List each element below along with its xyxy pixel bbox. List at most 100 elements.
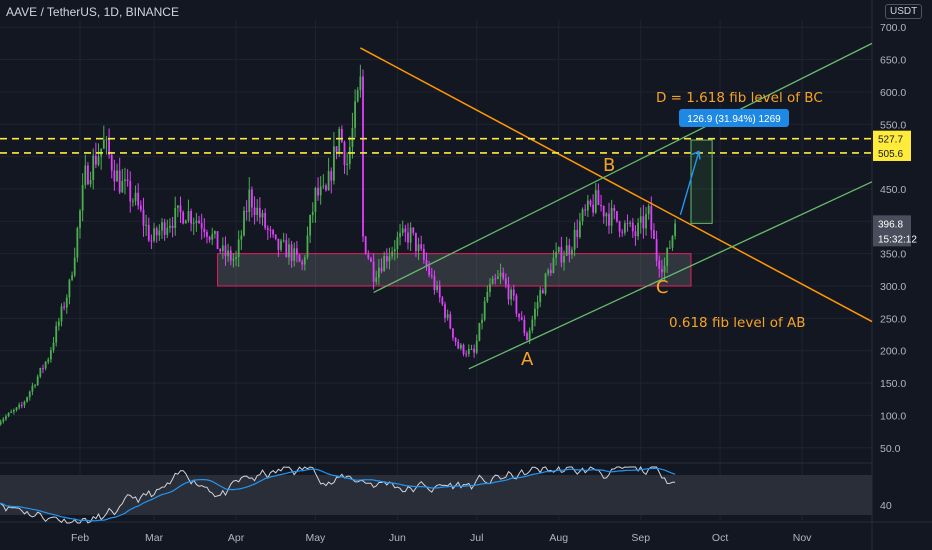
- candle-body: [272, 230, 274, 235]
- candle-body: [116, 170, 118, 182]
- candle-body: [105, 138, 108, 140]
- candle-body: [256, 207, 259, 216]
- candle-body: [481, 319, 483, 324]
- x-axis-tick-1: Mar: [145, 532, 164, 544]
- candle-body: [362, 76, 364, 237]
- candle-body: [600, 204, 602, 207]
- x-axis-tick-0: Feb: [71, 532, 89, 544]
- candle-body: [258, 207, 261, 218]
- candle-body: [10, 411, 13, 413]
- candle-body: [642, 216, 645, 229]
- y-axis-tick-10: 200.0: [880, 346, 906, 358]
- candle-body: [465, 353, 468, 355]
- candle-body: [18, 404, 21, 408]
- candle-body: [52, 342, 55, 351]
- symbol-title[interactable]: AAVE / TetherUS, 1D, BINANCE: [6, 5, 179, 19]
- candle-body: [314, 188, 317, 212]
- candle-body: [504, 278, 507, 285]
- candle-body: [483, 301, 486, 320]
- candle-body: [364, 236, 367, 254]
- candle-body: [576, 229, 579, 238]
- countdown-tag: 15:32:12: [878, 234, 917, 245]
- candle-body: [618, 221, 621, 232]
- candle-body: [594, 190, 597, 213]
- candle-body: [602, 206, 605, 217]
- candle-body: [592, 204, 595, 213]
- candle-body: [229, 250, 232, 261]
- y-axis-tick-12: 100.0: [880, 410, 906, 422]
- candle-body: [489, 284, 491, 292]
- x-axis-tick-3: May: [305, 532, 326, 544]
- candle-body: [367, 253, 370, 259]
- candle-body: [412, 227, 415, 233]
- candle-body: [264, 213, 267, 228]
- channel-lower-line: [468, 181, 873, 370]
- candle-body: [179, 205, 182, 213]
- candle-body: [57, 321, 60, 326]
- candlestick-series: [0, 64, 677, 426]
- candle-body: [335, 146, 338, 153]
- x-axis-tick-9: Nov: [793, 532, 812, 544]
- candle-body: [243, 210, 245, 236]
- candle-body: [507, 284, 510, 300]
- candle-body: [7, 412, 10, 417]
- candle-body: [467, 349, 470, 355]
- channel-upper-line: [373, 42, 873, 294]
- candle-body: [280, 240, 282, 250]
- candle-body: [12, 410, 15, 412]
- candle-body: [444, 304, 446, 318]
- candle-body: [0, 421, 2, 425]
- candle-body: [266, 227, 269, 230]
- candle-body: [97, 156, 100, 165]
- candle-body: [491, 278, 494, 285]
- candle-body: [518, 313, 520, 318]
- candle-body: [208, 236, 211, 240]
- candle-body: [89, 180, 92, 185]
- candle-body: [380, 267, 383, 272]
- candle-body: [76, 228, 79, 258]
- candle-body: [621, 231, 624, 233]
- candle-body: [227, 250, 230, 257]
- candle-body: [668, 247, 671, 249]
- candle-body: [475, 340, 478, 353]
- candle-body: [420, 244, 423, 249]
- candle-body: [187, 211, 190, 221]
- candle-body: [396, 237, 399, 250]
- candle-body: [248, 189, 251, 212]
- currency-button[interactable]: USDT: [885, 4, 923, 19]
- candle-body: [663, 265, 666, 273]
- candle-body: [63, 306, 66, 308]
- candle-body: [269, 229, 272, 231]
- candle-body: [327, 171, 330, 191]
- candle-body: [629, 222, 632, 224]
- candle-body: [655, 238, 658, 261]
- candle-body: [409, 227, 412, 243]
- candle-body: [422, 248, 425, 261]
- candle-body: [192, 222, 195, 224]
- candle-body: [261, 213, 264, 218]
- y-axis-tick-5: 450.0: [880, 184, 906, 196]
- candle-body: [616, 211, 618, 222]
- candle-body: [579, 221, 581, 238]
- candle-body: [55, 325, 58, 343]
- candle-body: [134, 192, 137, 202]
- annotation-point-b: B: [603, 155, 615, 176]
- candle-body: [253, 207, 256, 216]
- candle-body: [653, 230, 655, 239]
- candle-body: [385, 255, 388, 262]
- candle-body: [404, 228, 407, 233]
- level-high-tag: 527.7: [878, 135, 903, 146]
- candle-body: [597, 190, 600, 205]
- candle-body: [142, 209, 145, 226]
- candle-body: [526, 333, 528, 340]
- candle-body: [245, 210, 248, 212]
- candle-body: [639, 216, 642, 223]
- candle-body: [203, 228, 206, 233]
- candle-body: [666, 247, 669, 266]
- level-low-tag: 505.6: [878, 149, 903, 160]
- annotation-point-c: C: [656, 277, 669, 298]
- candle-body: [391, 251, 394, 257]
- candle-body: [351, 128, 354, 147]
- candle-body: [26, 397, 28, 402]
